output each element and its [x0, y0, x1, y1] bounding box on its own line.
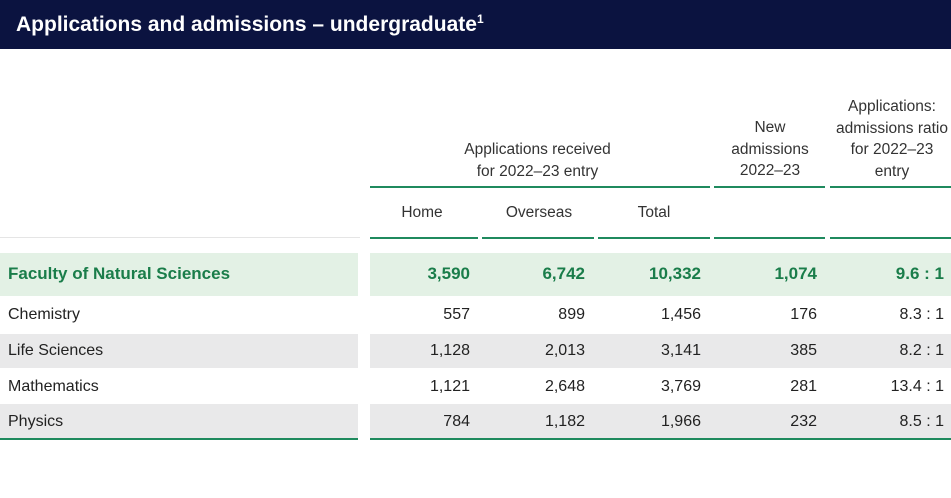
header-home-underline: [370, 237, 478, 239]
cell-admissions: 281: [790, 378, 817, 395]
cell-admissions: 176: [790, 306, 817, 323]
header-label-rule: [0, 237, 360, 238]
header-ratio-underline: [830, 186, 951, 188]
cell-home: 1,128: [429, 342, 470, 359]
header-new-admissions: New admissions 2022–23: [731, 119, 809, 179]
cell-home: 557: [443, 306, 470, 323]
cell-total: 1,456: [660, 306, 701, 323]
title-text: Applications and admissions – undergradu…: [16, 13, 477, 36]
cell-overseas: 2,013: [544, 342, 585, 359]
cell-total: 3,141: [660, 342, 701, 359]
header-home: Home: [401, 204, 443, 221]
row-label: Chemistry: [8, 306, 81, 323]
header-applications-group: Applications received for 2022–23 entry: [464, 141, 611, 180]
row-bg-life-sciences: [0, 334, 358, 368]
header-ratio-underline-2: [830, 237, 951, 239]
header-overseas-underline: [482, 237, 594, 239]
cell-ratio: 8.3 : 1: [899, 306, 944, 323]
page-title: Applications and admissions – undergradu…: [16, 12, 484, 37]
cell-admissions: 1,074: [774, 264, 817, 283]
row-label: Physics: [8, 413, 64, 430]
row-label: Faculty of Natural Sciences: [8, 264, 231, 283]
table-bottom-rule: [370, 438, 951, 440]
cell-overseas: 899: [558, 306, 585, 323]
faculty-row-bg: [0, 253, 358, 296]
header-overseas: Overseas: [505, 204, 573, 221]
cell-overseas: 6,742: [542, 264, 585, 283]
cell-ratio: 9.6 : 1: [895, 264, 944, 283]
faculty-row-bg: [370, 253, 951, 296]
header-total-underline: [598, 237, 710, 239]
cell-home: 784: [443, 413, 470, 430]
row-bg-life-sciences: [370, 334, 951, 368]
row-label: Mathematics: [8, 378, 99, 395]
cell-home: 1,121: [429, 378, 470, 395]
cell-ratio: 13.4 : 1: [890, 378, 944, 395]
header-ratio: Applications: admissions ratio for 2022–…: [836, 98, 948, 180]
header-total: Total: [637, 204, 671, 221]
header-admissions-underline: [714, 186, 825, 188]
title-footnote: 1: [476, 12, 484, 26]
header-group-underline: [370, 186, 710, 188]
cell-total: 10,332: [649, 264, 701, 283]
cell-ratio: 8.2 : 1: [899, 342, 944, 359]
cell-admissions: 232: [790, 413, 817, 430]
row-bg-physics: [370, 404, 951, 438]
cell-total: 1,966: [660, 413, 701, 430]
cell-overseas: 2,648: [544, 378, 585, 395]
cell-admissions: 385: [790, 342, 817, 359]
row-label: Life Sciences: [8, 342, 104, 359]
cell-total: 3,769: [660, 378, 701, 395]
title-bar: Applications and admissions – undergradu…: [0, 0, 951, 49]
header-admissions-underline-2: [714, 237, 825, 239]
cell-overseas: 1,182: [544, 413, 585, 430]
row-bg-physics: [0, 404, 358, 438]
cell-home: 3,590: [427, 264, 470, 283]
table-bottom-rule: [0, 438, 358, 440]
cell-ratio: 8.5 : 1: [899, 413, 944, 430]
